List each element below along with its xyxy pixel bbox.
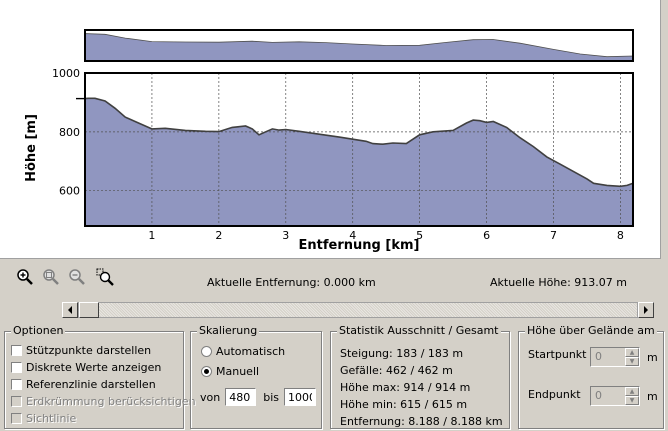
statistics-list: Steigung: 183 / 183 m Gefälle: 462 / 462… [340,345,503,430]
checkbox-label: Sichtlinie [26,412,77,425]
x-tick-label: 1 [148,229,155,242]
zoom-out-icon[interactable] [68,268,86,286]
stat-max-height: Höhe max: 914 / 914 m [340,381,471,394]
overview-profile[interactable] [84,29,634,62]
options-title: Optionen [11,324,66,337]
x-tick-label: 3 [282,229,289,242]
end-point-unit: m [647,390,658,403]
checkbox-box[interactable] [11,379,22,390]
x-tick-label: 7 [550,229,557,242]
checkbox-reference-line[interactable]: Referenzlinie darstellen [11,378,156,391]
start-point-label: Startpunkt [528,348,587,361]
checkbox-discrete-values[interactable]: Diskrete Werte anzeigen [11,361,161,374]
radio-label: Automatisch [216,345,286,358]
spin-down-button: ▼ [625,357,639,366]
overview-frame [84,29,634,62]
scroll-track[interactable] [78,302,638,318]
to-label: bis [263,390,279,404]
x-tick-label: 2 [215,229,222,242]
current-distance-label: Aktuelle Entfernung: 0.000 km [207,276,376,289]
options-group: Optionen Stützpunkte darstellen Diskrete… [4,324,196,429]
start-point-unit: m [647,351,658,364]
y-tick-label: 1000 [52,67,80,80]
start-point-value: 0 [595,350,602,363]
scale-from-input[interactable] [225,388,257,406]
checkbox-box[interactable] [11,362,22,373]
scroll-left-button[interactable] [62,302,78,318]
statistics-title: Statistik Ausschnitt / Gesamt [337,324,501,337]
spin-up-button: ▲ [625,387,639,396]
profile-area [85,98,633,226]
checkbox-support-points[interactable]: Stützpunkte darstellen [11,344,151,357]
scroll-thumb[interactable] [79,302,99,318]
x-tick-label: 6 [483,229,490,242]
end-point-value: 0 [595,389,602,402]
checkbox-label: Erdkrümmung berücksichtigen [26,395,196,408]
stat-distance: Entfernung: 8.188 / 8.188 km [340,415,503,428]
y-axis-title: Höhe [m] [24,114,39,182]
checkbox-label: Diskrete Werte anzeigen [26,361,162,374]
horizontal-scrollbar[interactable] [62,301,654,319]
checkbox-box [11,413,22,424]
terrain-height-group: Höhe über Gelände am Startpunkt 0 ▲ ▼ m E… [518,324,664,429]
elevation-profile-chart[interactable]: 1 2 3 4 5 6 7 8 600 800 1000 Entfernung [km] Höhe … [0,0,660,258]
start-point-spinner: 0 ▲ ▼ [590,347,640,367]
scroll-right-button[interactable] [638,302,654,318]
y-tick-label: 600 [59,185,80,198]
x-tick-label: 5 [416,229,423,242]
zoom-rectangle-icon[interactable] [96,268,114,286]
checkbox-box [11,396,22,407]
radio-label: Manuell [216,365,260,378]
scale-range-row: von bis [200,388,316,406]
plot-frame [84,72,634,227]
statistics-group: Statistik Ausschnitt / Gesamt Steigung: … [330,324,510,430]
checkbox-earth-curvature: Erdkrümmung berücksichtigen [11,395,196,408]
checkbox-label: Stützpunkte darstellen [26,344,152,357]
radio-manual[interactable]: Manuell [201,365,259,378]
radio-button[interactable] [201,366,212,377]
scaling-title: Skalierung [197,324,260,337]
y-tick-label: 800 [59,126,80,139]
profile-line [84,97,634,188]
scaling-group: Skalierung Automatisch Manuell von bis [190,324,322,429]
stat-min-height: Höhe min: 615 / 615 m [340,398,468,411]
checkbox-line-of-sight: Sichtlinie [11,412,76,425]
terrain-height-title: Höhe über Gelände am [525,324,657,337]
stat-descent: Gefälle: 462 / 462 m [340,364,453,377]
scale-to-input[interactable] [284,388,316,406]
main-profile[interactable]: 1 2 3 4 5 6 7 8 600 800 1000 [52,67,634,242]
radio-selected-dot [204,369,209,374]
spin-up-button: ▲ [625,348,639,357]
zoom-extent-icon[interactable] [42,268,60,286]
end-point-spinner: 0 ▲ ▼ [590,386,640,406]
zoom-in-icon[interactable] [16,268,34,286]
profile-plot-panel: 1 2 3 4 5 6 7 8 600 800 1000 Entfernung [km] Höhe … [0,0,661,259]
checkbox-box[interactable] [11,345,22,356]
overview-area [84,33,634,62]
end-point-label: Endpunkt [528,388,581,401]
radio-button[interactable] [201,346,212,357]
x-axis-title: Entfernung [km] [299,238,420,253]
x-tick-label: 8 [617,229,624,242]
checkbox-label: Referenzlinie darstellen [26,378,156,391]
current-height-label: Aktuelle Höhe: 913.07 m [490,276,627,289]
from-label: von [200,390,221,404]
spin-down-button: ▼ [625,396,639,405]
radio-automatic[interactable]: Automatisch [201,345,285,358]
x-tick-label: 4 [349,229,356,242]
stat-ascent: Steigung: 183 / 183 m [340,347,464,360]
